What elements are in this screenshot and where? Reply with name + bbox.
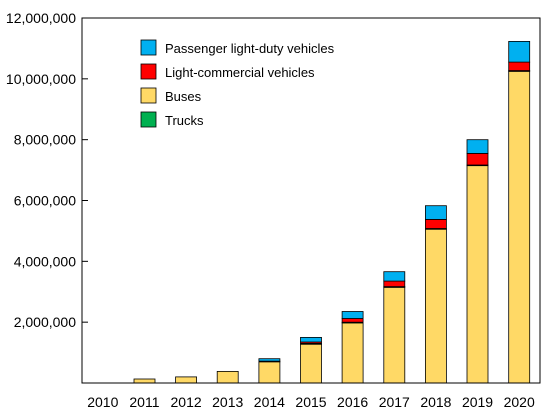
- legend-swatch: [140, 87, 157, 104]
- legend-label: Buses: [165, 89, 202, 104]
- bar-2016-series-3: [341, 311, 364, 319]
- legend-label: Passenger light-duty vehicles: [165, 41, 335, 56]
- bar-2020-series-3: [508, 41, 531, 63]
- x-tick-label: 2011: [129, 394, 159, 410]
- y-tick-label: 12,000,000: [6, 10, 76, 26]
- bar-2012-series-0: [175, 376, 198, 384]
- legend-swatch: [140, 111, 157, 128]
- x-tick-label: 2014: [254, 394, 285, 410]
- x-tick-label: 2013: [212, 394, 243, 410]
- legend: Passenger light-duty vehicles Light-comme…: [140, 39, 335, 128]
- y-tick-label: 10,000,000: [6, 71, 76, 87]
- bar-2018-series-0: [424, 228, 447, 384]
- x-axis-ticks: 2010 2011 2012 2013 2014 2015 2016 2017 2018 2019…: [87, 394, 535, 410]
- bar-2018-series-3: [424, 205, 447, 220]
- y-tick-label: 6,000,000: [14, 193, 76, 209]
- bar-2017-series-2: [383, 280, 406, 288]
- bar-2016-series-2: [341, 318, 364, 323]
- bar-2015-series-3: [300, 336, 322, 343]
- bar-2013-series-0: [216, 370, 239, 384]
- bars-group: [133, 41, 531, 384]
- x-tick-label: 2019: [462, 394, 493, 410]
- x-tick-label: 2015: [295, 394, 326, 410]
- legend-label: Light-commercial vehicles: [165, 65, 315, 80]
- bar-2014-series-3: [258, 358, 281, 362]
- bar-2016-series-0: [341, 322, 364, 384]
- bar-2020-series-2: [508, 61, 531, 71]
- y-tick-label: 2,000,000: [14, 314, 76, 330]
- x-tick-label: 2012: [171, 394, 202, 410]
- x-tick-label: 2020: [504, 394, 535, 410]
- bar-2018-series-2: [424, 218, 447, 229]
- y-tick-label: 8,000,000: [14, 132, 76, 148]
- bar-2019-series-3: [466, 139, 489, 154]
- bar-2019-series-0: [466, 165, 489, 384]
- x-tick-label: 2016: [337, 394, 368, 410]
- bar-2014-series-0: [258, 361, 281, 384]
- bar-2017-series-0: [383, 286, 406, 384]
- y-tick-label: 4,000,000: [14, 253, 76, 269]
- y-axis-ticks: 2,000,000 4,000,000 6,000,000 8,000,000 10,0…: [6, 10, 88, 330]
- bar-2015-series-0: [300, 343, 322, 384]
- legend-label: Trucks: [165, 113, 204, 128]
- plot-frame: [81, 17, 541, 384]
- x-tick-label: 2010: [87, 394, 118, 410]
- x-tick-label: 2018: [420, 394, 451, 410]
- bar-2011-series-0: [133, 378, 156, 384]
- bar-2017-series-3: [383, 271, 406, 282]
- bar-2019-series-2: [466, 152, 489, 166]
- legend-swatch: [140, 39, 157, 56]
- bar-2020-series-0: [508, 70, 531, 384]
- x-tick-label: 2017: [379, 394, 410, 410]
- legend-swatch: [140, 63, 157, 80]
